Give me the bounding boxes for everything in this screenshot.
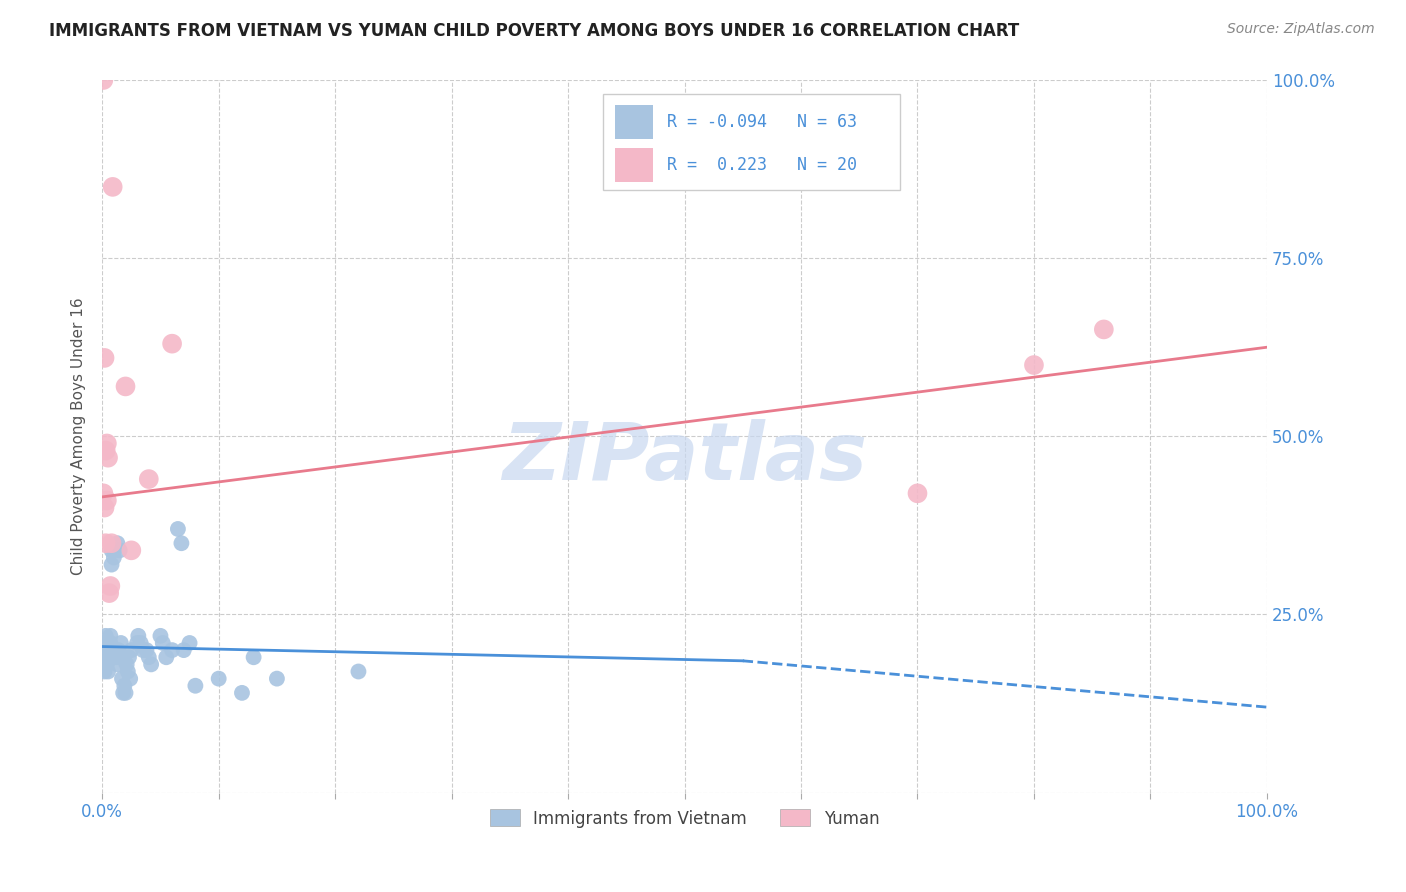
Point [149,629,172,643]
Point [108,650,131,665]
Point [94,650,117,665]
Point [105,650,128,665]
Point [105,657,128,672]
Point [93,665,115,679]
Point [93,73,115,87]
Point [120,543,142,558]
Point [173,643,195,657]
Point [138,472,160,486]
Point [127,636,149,650]
Point [101,650,124,665]
Point [160,643,183,657]
Point [96,643,118,657]
Point [114,379,136,393]
Point [96,650,118,665]
Point [132,643,155,657]
Point [347,665,370,679]
Point [907,486,929,500]
Point [97,450,120,465]
Point [97,643,120,657]
Point [138,650,160,665]
Text: R =  0.223   N = 20: R = 0.223 N = 20 [666,156,858,174]
Point [107,643,129,657]
Point [155,650,177,665]
Point [242,650,264,665]
Point [170,536,193,550]
Point [112,679,135,693]
Point [100,536,122,550]
Bar [614,148,654,182]
Text: IMMIGRANTS FROM VIETNAM VS YUMAN CHILD POVERTY AMONG BOYS UNDER 16 CORRELATION C: IMMIGRANTS FROM VIETNAM VS YUMAN CHILD P… [49,22,1019,40]
Text: R = -0.094   N = 63: R = -0.094 N = 63 [666,113,858,131]
Point [96,436,118,450]
Point [112,686,135,700]
Legend: Immigrants from Vietnam, Yuman: Immigrants from Vietnam, Yuman [484,803,886,834]
Point [93,657,115,672]
Point [93,643,115,657]
Point [100,558,122,572]
Point [94,443,117,458]
Point [115,657,138,672]
Point [101,180,124,194]
Point [105,536,128,550]
Point [98,636,121,650]
Point [160,336,183,351]
Point [103,550,125,565]
Point [94,629,117,643]
Point [93,351,115,365]
Point [108,543,131,558]
Point [120,672,142,686]
Point [98,629,121,643]
Point [208,672,231,686]
Point [1022,358,1045,372]
Point [101,643,124,657]
Point [139,657,162,672]
Point [111,672,134,686]
Point [93,486,115,500]
Point [98,650,121,665]
Point [93,636,115,650]
Point [231,686,253,700]
FancyBboxPatch shape [603,95,900,191]
Point [120,643,142,657]
Point [93,650,115,665]
Bar [614,105,654,139]
Point [179,636,201,650]
Point [98,643,121,657]
Text: Source: ZipAtlas.com: Source: ZipAtlas.com [1227,22,1375,37]
Point [129,636,152,650]
Text: ZIPatlas: ZIPatlas [502,418,868,497]
Point [97,665,120,679]
Point [135,643,157,657]
Point [98,579,121,593]
Point [100,543,122,558]
Point [114,686,136,700]
Point [152,636,174,650]
Point [93,500,115,515]
Point [117,665,139,679]
Point [110,636,132,650]
Point [167,522,190,536]
Point [127,629,149,643]
Point [97,636,120,650]
Point [118,650,141,665]
Point [266,672,288,686]
Point [103,543,125,558]
Point [94,636,117,650]
Y-axis label: Child Poverty Among Boys Under 16: Child Poverty Among Boys Under 16 [72,298,86,575]
Point [98,586,121,600]
Point [1092,322,1115,336]
Point [94,643,117,657]
Point [104,643,127,657]
Point [96,493,118,508]
Point [96,657,118,672]
Point [184,679,207,693]
Point [94,536,117,550]
